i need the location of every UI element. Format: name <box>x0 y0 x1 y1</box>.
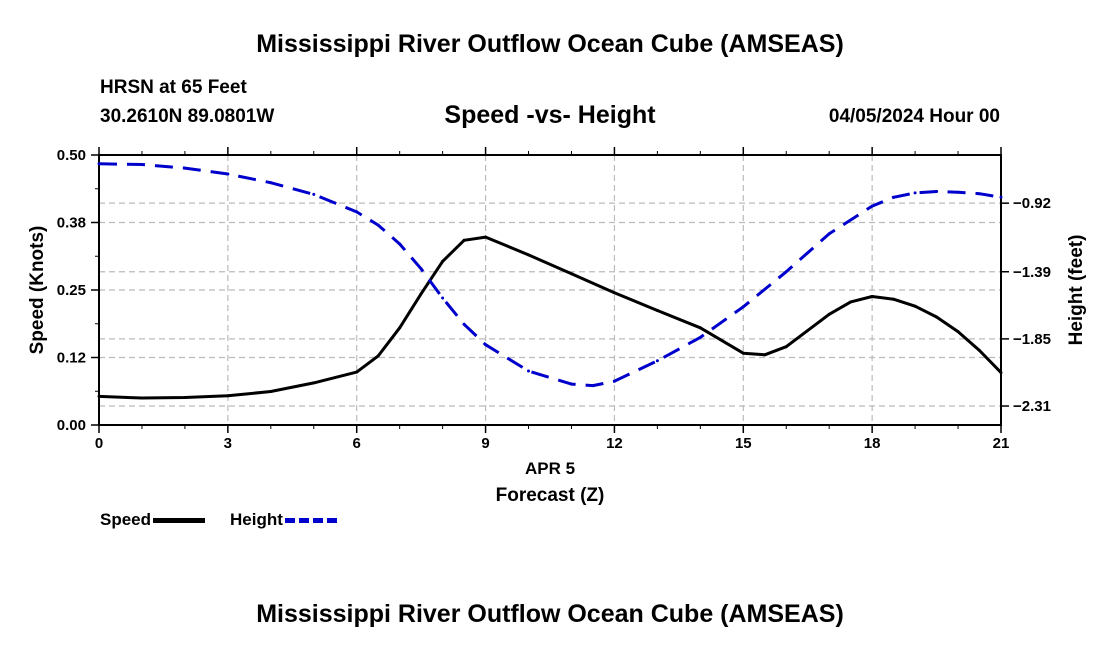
speed-point <box>612 291 616 295</box>
speed-point <box>484 235 488 239</box>
speed-point <box>827 312 831 316</box>
height-point <box>570 382 573 386</box>
speed-point <box>419 292 423 296</box>
height-point <box>999 195 1003 199</box>
speed-point <box>398 326 402 330</box>
x-tick-label: 0 <box>95 435 103 452</box>
speed-point <box>999 371 1003 375</box>
speed-line <box>98 235 1003 400</box>
legend-speed-label: Speed <box>100 510 152 529</box>
axis-ticks: 0 3 6 9 12 15 18 21 0.00 0.12 0.25 0.38 0.50 −2.31 −1.… <box>57 147 1051 452</box>
y-left-tick-label: 0.00 <box>57 417 86 434</box>
height-point <box>226 172 230 176</box>
x-tick-label: 21 <box>993 435 1010 452</box>
speed-point <box>376 354 380 358</box>
y-left-tick-label: 0.12 <box>57 350 86 367</box>
speed-point <box>269 390 273 393</box>
height-point <box>784 270 788 274</box>
height-point <box>741 305 745 309</box>
height-point <box>892 195 896 199</box>
speed-point <box>226 394 230 398</box>
y-right-axis-title: Height (feet) <box>1066 235 1087 346</box>
footer-title: Mississippi River Outflow Ocean Cube (AM… <box>256 600 844 628</box>
plot-frame <box>98 154 1002 426</box>
height-point <box>484 343 488 347</box>
main-title: Mississippi River Outflow Ocean Cube (AM… <box>256 30 844 58</box>
speed-point <box>97 394 101 398</box>
legend-height-label: Height <box>230 510 283 529</box>
height-point <box>527 369 530 373</box>
legend-speed-swatch <box>153 518 206 524</box>
x-tick-label: 6 <box>353 435 361 452</box>
speed-point <box>355 370 359 374</box>
speed-point <box>312 381 316 385</box>
height-point <box>827 232 831 236</box>
speed-point <box>935 315 939 319</box>
speed-point <box>741 351 745 355</box>
speed-point <box>956 330 960 334</box>
speed-point <box>763 353 767 357</box>
speed-height-chart: 0 3 6 9 12 15 18 21 0.00 0.12 0.25 0.38 0.50 −2.31 −1.… <box>27 147 1087 506</box>
height-point <box>462 322 466 326</box>
height-point <box>269 181 273 185</box>
height-point <box>140 163 144 166</box>
legend-height: Height <box>230 510 337 530</box>
speed-point <box>462 238 466 242</box>
speed-point <box>978 349 981 352</box>
speed-point <box>183 396 187 399</box>
height-point <box>935 190 939 193</box>
y-right-tick-label: −2.31 <box>1013 398 1051 415</box>
height-line <box>98 162 1002 388</box>
y-left-tick-label: 0.25 <box>57 282 86 299</box>
height-point <box>97 162 101 166</box>
height-point <box>183 166 187 170</box>
height-point <box>698 335 702 339</box>
height-point <box>655 359 659 363</box>
y-right-tick-label: −1.85 <box>1013 331 1051 348</box>
y-left-tick-label: 0.38 <box>57 215 86 232</box>
height-point <box>312 192 316 196</box>
height-point <box>419 267 423 271</box>
speed-point <box>140 396 144 400</box>
grid-lines <box>99 155 1001 425</box>
speed-point <box>527 253 530 257</box>
height-point <box>398 242 402 246</box>
speed-point <box>655 309 659 312</box>
height-point <box>956 190 960 194</box>
x-axis-title: Forecast (Z) <box>496 485 605 506</box>
x-tick-label: 18 <box>864 435 881 452</box>
station-label: HRSN at 65 Feet <box>100 77 247 98</box>
speed-point <box>698 326 702 330</box>
x-tick-label: 3 <box>224 435 232 452</box>
x-tick-label: 9 <box>481 435 489 452</box>
height-point <box>376 223 380 227</box>
speed-point <box>849 300 853 304</box>
height-point <box>870 204 874 208</box>
series-lines <box>97 162 1003 400</box>
datetime-label: 04/05/2024 Hour 00 <box>828 106 1000 127</box>
speed-point <box>913 304 917 308</box>
y-right-tick-label: −1.39 <box>1013 264 1051 281</box>
legend-speed: Speed <box>100 510 206 530</box>
y-left-tick-label: 0.50 <box>57 147 86 164</box>
speed-point <box>870 295 874 298</box>
height-point <box>591 384 595 388</box>
coordinates-label: 30.2610N 89.0801W <box>100 106 275 127</box>
speed-point <box>892 297 896 301</box>
legend-height-swatch <box>284 518 337 524</box>
speed-point <box>784 345 788 349</box>
height-point <box>441 296 445 300</box>
height-point <box>355 210 359 214</box>
x-tick-label: 15 <box>735 435 752 452</box>
height-point <box>612 379 616 383</box>
x-tick-label: 12 <box>606 435 623 452</box>
speed-point <box>441 259 445 263</box>
y-left-axis-title: Speed (Knots) <box>27 226 48 355</box>
y-right-tick-label: −0.92 <box>1013 195 1051 212</box>
x-date-label: APR 5 <box>525 459 575 478</box>
speed-point <box>570 272 573 276</box>
height-point <box>978 192 981 196</box>
chart-title: Speed -vs- Height <box>444 101 656 129</box>
height-point <box>913 191 917 195</box>
